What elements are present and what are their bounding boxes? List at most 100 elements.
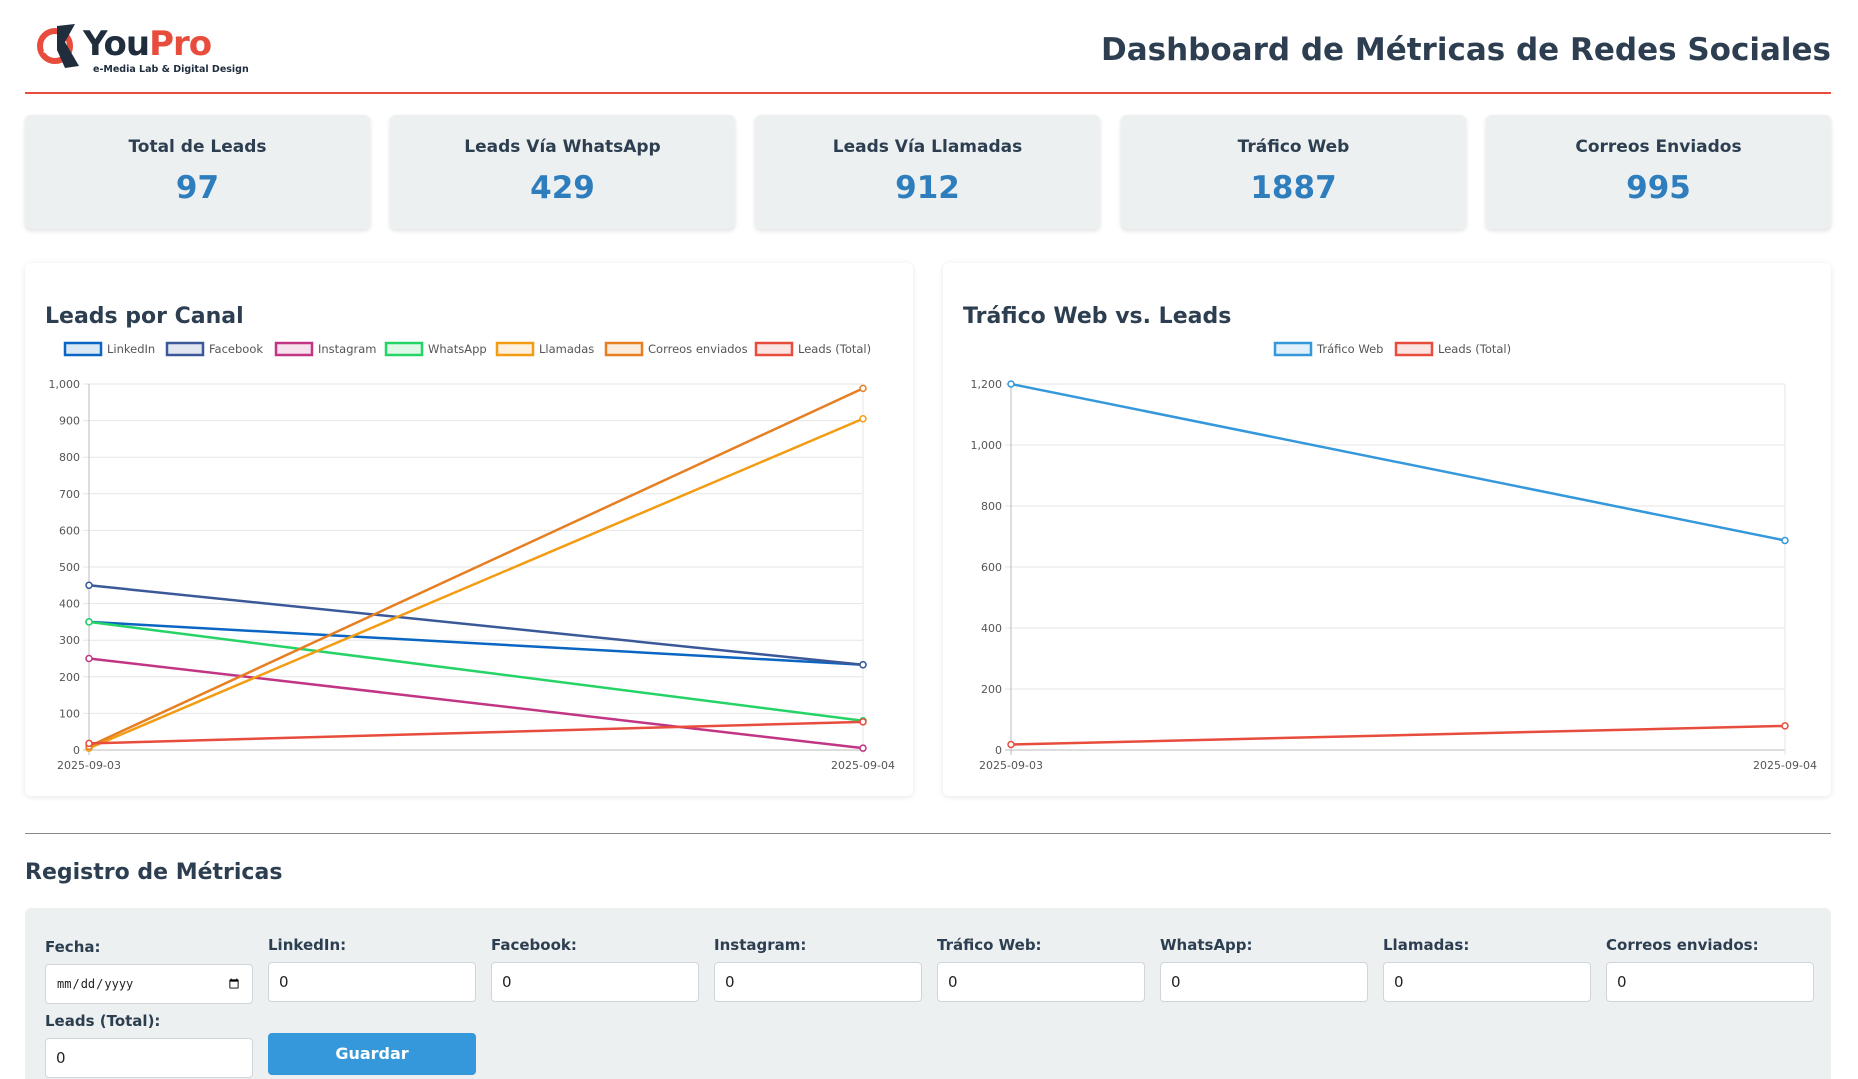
legend-label: Correos enviados	[648, 342, 748, 356]
x-tick-label: 2025-09-04	[831, 759, 895, 772]
legend-swatch	[274, 341, 314, 357]
legend-item-trafico-web[interactable]: Tráfico Web	[1273, 341, 1383, 357]
legend-swatch	[754, 341, 794, 357]
y-tick-label: 800	[981, 500, 1002, 513]
whatsapp-input[interactable]	[1160, 962, 1368, 1002]
series-line-linkedin	[88, 620, 864, 666]
kpi-card-llamadas: Leads Vía Llamadas 912	[755, 115, 1100, 229]
y-tick-label: 700	[59, 488, 80, 501]
field-label: WhatsApp:	[1160, 936, 1253, 954]
y-tick-label: 100	[59, 707, 80, 720]
legend-label: Facebook	[209, 342, 263, 356]
data-point-trafico-web[interactable]	[1781, 536, 1789, 545]
facebook-input[interactable]	[491, 962, 699, 1002]
kpi-row: Total de Leads 97 Leads Vía WhatsApp 429…	[25, 115, 1831, 229]
data-point-trafico-web[interactable]	[1007, 380, 1015, 388]
kpi-label: Tráfico Web	[1237, 137, 1350, 157]
field-llamadas: Llamadas:	[1383, 936, 1591, 1002]
legend-item-llamadas[interactable]: Llamadas	[495, 341, 594, 357]
y-tick-label: 1,000	[971, 439, 1003, 452]
data-point-instagram[interactable]	[859, 744, 867, 752]
linkedin-input[interactable]	[268, 962, 476, 1002]
series-line-instagram	[88, 657, 864, 750]
kpi-card-whatsapp: Leads Vía WhatsApp 429	[390, 115, 735, 229]
header: YouPro e-Media Lab & Digital Design Dash…	[25, 14, 1831, 94]
legend-label: LinkedIn	[107, 342, 155, 356]
legend-item-instagram[interactable]: Instagram	[274, 341, 377, 357]
legend-label: Leads (Total)	[1438, 342, 1511, 356]
data-point-leads-total[interactable]	[85, 739, 93, 748]
data-point-leads-total[interactable]	[859, 718, 867, 726]
chart-title: Tráfico Web vs. Leads	[963, 304, 1232, 329]
data-point-llamadas[interactable]	[859, 415, 867, 423]
y-tick-label: 400	[981, 622, 1002, 635]
y-tick-label: 1,200	[971, 378, 1003, 391]
data-point-facebook[interactable]	[859, 660, 867, 669]
date-input[interactable]	[45, 964, 253, 1004]
correos-enviados-input[interactable]	[1606, 962, 1814, 1002]
chart-panel-trafico-web: Tráfico Web vs. Leads 0 200 400 600 800 1,000…	[943, 263, 1831, 796]
kpi-label: Total de Leads	[128, 137, 267, 157]
leads-por-canal-chart[interactable]: 0 100 200 300 400 500 600 700 800 900 1,000 2025-09…	[25, 263, 913, 796]
data-point-leads-total[interactable]	[1781, 722, 1789, 730]
legend-swatch	[63, 341, 103, 357]
section-divider	[25, 833, 1831, 834]
kpi-value: 912	[895, 170, 960, 206]
series-line-whatsapp	[88, 620, 864, 722]
legend-swatch	[165, 341, 205, 357]
trafico-web-chart[interactable]: 0 200 400 600 800 1,000 1,200 2025-09-03 2025-09…	[943, 263, 1831, 796]
x-tick-label: 2025-09-04	[1753, 759, 1817, 772]
legend-item-leads-total[interactable]: Leads (Total)	[1394, 341, 1511, 357]
series-line-leads-total	[88, 720, 864, 745]
kpi-value: 1887	[1250, 170, 1337, 206]
y-tick-label: 600	[981, 561, 1002, 574]
series-line-leads-total	[1010, 724, 1786, 746]
legend-swatch	[384, 341, 424, 357]
kpi-value: 995	[1626, 170, 1691, 206]
field-trafico-web: Tráfico Web:	[937, 936, 1145, 1002]
metrics-form: Fecha: LinkedIn: Facebook: Instagram: Tr…	[25, 908, 1831, 1079]
save-button[interactable]: Guardar	[268, 1033, 476, 1075]
legend-item-linkedin[interactable]: LinkedIn	[63, 341, 155, 357]
data-point-instagram[interactable]	[85, 654, 93, 663]
legend-item-leads-total[interactable]: Leads (Total)	[754, 341, 871, 357]
instagram-input[interactable]	[714, 962, 922, 1002]
x-tick-label: 2025-09-03	[57, 759, 121, 772]
data-point-whatsapp[interactable]	[85, 618, 93, 626]
data-point-leads-total[interactable]	[1007, 740, 1015, 749]
data-point-correos-enviados[interactable]	[859, 384, 867, 393]
legend-label: WhatsApp	[428, 342, 487, 356]
kpi-card-trafico-web: Tráfico Web 1887	[1121, 115, 1466, 229]
kpi-card-total-leads: Total de Leads 97	[25, 115, 370, 229]
y-tick-label: 800	[59, 451, 80, 464]
legend-swatch	[495, 341, 535, 357]
leads-total-input[interactable]	[45, 1038, 253, 1078]
logo-mark-icon	[37, 24, 79, 68]
legend-item-correos-enviados[interactable]: Correos enviados	[604, 341, 748, 357]
legend-label: Tráfico Web	[1316, 342, 1383, 356]
trafico-web-input[interactable]	[937, 962, 1145, 1002]
kpi-value: 429	[530, 170, 595, 206]
kpi-label: Leads Vía Llamadas	[832, 137, 1023, 157]
y-tick-label: 900	[59, 415, 80, 428]
field-label: Fecha:	[45, 938, 101, 956]
field-label: Instagram:	[714, 936, 807, 954]
y-tick-label: 400	[59, 598, 80, 611]
field-leads-total: Leads (Total):	[45, 1012, 253, 1078]
legend-item-facebook[interactable]: Facebook	[165, 341, 263, 357]
data-point-facebook[interactable]	[85, 581, 93, 590]
series-line-trafico-web	[1010, 382, 1786, 542]
kpi-label: Correos Enviados	[1575, 137, 1742, 157]
section-title: Registro de Métricas	[25, 860, 283, 885]
field-label: LinkedIn:	[268, 936, 347, 954]
logo-wordmark: YouPro	[83, 24, 212, 64]
y-tick-label: 300	[59, 634, 80, 647]
field-instagram: Instagram:	[714, 936, 922, 1002]
llamadas-input[interactable]	[1383, 962, 1591, 1002]
field-label: Leads (Total):	[45, 1012, 161, 1030]
logo[interactable]: YouPro e-Media Lab & Digital Design	[35, 20, 249, 80]
field-label: Facebook:	[491, 936, 577, 954]
logo-tagline: e-Media Lab & Digital Design	[93, 64, 249, 75]
y-tick-label: 0	[73, 744, 80, 757]
legend-item-whatsapp[interactable]: WhatsApp	[384, 341, 487, 357]
